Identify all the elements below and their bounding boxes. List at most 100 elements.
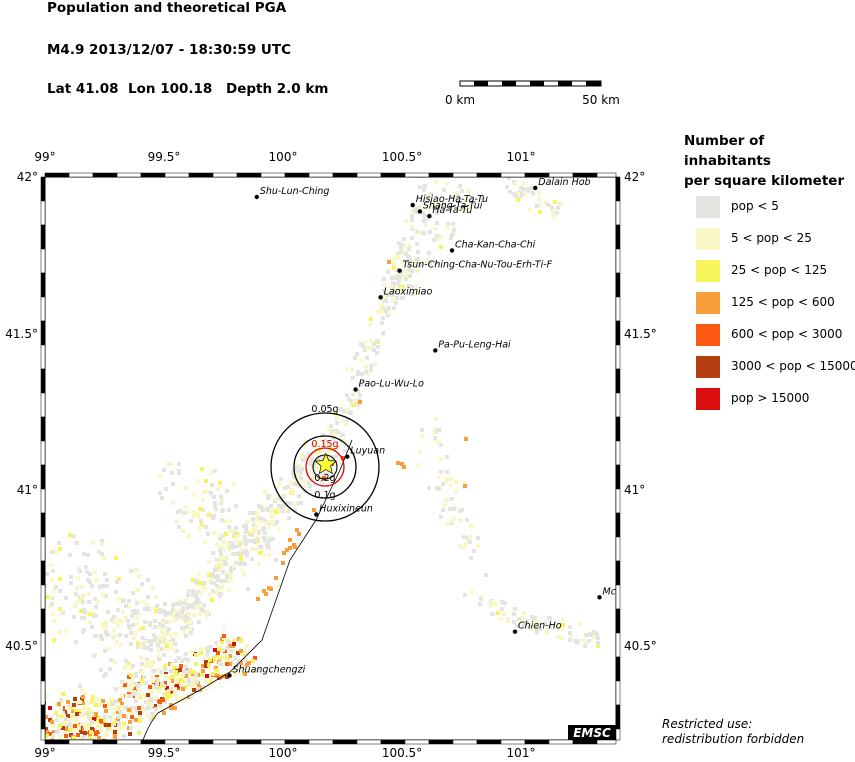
city-label: Chien-Ho xyxy=(518,621,562,632)
population-cell xyxy=(582,638,586,642)
population-cell xyxy=(163,681,167,685)
legend-label: 125 < pop < 600 xyxy=(731,295,835,309)
population-cell xyxy=(45,730,49,734)
population-cell xyxy=(161,632,165,636)
population-cell xyxy=(484,573,488,577)
population-cell xyxy=(503,601,507,605)
population-cell xyxy=(369,368,373,372)
population-cell xyxy=(350,368,354,372)
population-cell xyxy=(425,214,429,218)
population-cell xyxy=(445,477,449,481)
population-cell xyxy=(111,752,115,756)
population-cell xyxy=(522,187,526,191)
population-cell xyxy=(297,494,301,498)
population-cell xyxy=(147,607,151,611)
population-cell xyxy=(108,715,112,719)
population-cell xyxy=(227,548,231,552)
population-cell xyxy=(195,579,199,583)
population-cell xyxy=(70,748,74,752)
population-cell xyxy=(117,723,121,727)
population-cell xyxy=(201,586,205,590)
population-cell xyxy=(178,668,182,672)
population-cell xyxy=(397,273,401,277)
population-cell xyxy=(364,365,368,369)
population-cell xyxy=(169,641,173,645)
population-cell xyxy=(255,517,259,521)
population-cell xyxy=(119,620,123,624)
population-cell xyxy=(351,403,355,407)
population-cell xyxy=(246,587,250,591)
population-cell xyxy=(341,456,345,460)
population-cell xyxy=(458,509,462,513)
population-cell xyxy=(186,658,190,662)
population-cell xyxy=(175,649,179,653)
population-cell xyxy=(82,552,86,556)
population-cell xyxy=(124,616,128,620)
population-cell xyxy=(92,611,96,615)
population-cell xyxy=(267,553,271,557)
population-cell xyxy=(149,717,153,721)
population-cell xyxy=(327,443,331,447)
population-cell xyxy=(266,507,270,511)
population-cell xyxy=(392,306,396,310)
population-cell xyxy=(339,407,343,411)
population-cell xyxy=(143,607,147,611)
population-cell xyxy=(404,219,408,223)
population-cell xyxy=(258,545,262,549)
population-cell xyxy=(397,251,401,255)
population-cell xyxy=(307,481,311,485)
population-cell xyxy=(326,451,330,455)
population-cell xyxy=(275,520,279,524)
population-cell xyxy=(35,591,39,595)
population-cell xyxy=(158,474,162,478)
population-cell xyxy=(136,645,140,649)
population-cell xyxy=(142,646,146,650)
population-cell xyxy=(152,606,156,610)
population-cell xyxy=(124,706,128,710)
population-cell xyxy=(69,746,73,750)
map-title: Population and theoretical PGA xyxy=(47,0,287,16)
population-cell xyxy=(106,701,110,705)
population-cell xyxy=(170,647,174,651)
population-cell xyxy=(244,644,248,648)
population-cell xyxy=(123,683,127,687)
population-cell xyxy=(239,639,243,643)
population-cell xyxy=(206,646,210,650)
population-cell xyxy=(287,516,291,520)
population-cell xyxy=(77,726,81,730)
population-cell xyxy=(172,618,176,622)
population-cell xyxy=(408,274,412,278)
population-cell xyxy=(192,510,196,514)
population-cell xyxy=(175,613,179,617)
population-cell xyxy=(215,558,219,562)
population-cell xyxy=(481,196,485,200)
population-cell xyxy=(197,604,201,608)
population-cell xyxy=(416,291,420,295)
population-cell xyxy=(213,648,217,652)
population-cell xyxy=(73,724,77,728)
population-cell xyxy=(11,527,15,531)
population-cell xyxy=(312,508,316,512)
city-marker xyxy=(378,295,383,300)
population-cell xyxy=(34,580,38,584)
population-cell xyxy=(197,572,201,576)
population-cell xyxy=(446,522,450,526)
population-cell xyxy=(94,578,98,582)
population-cell xyxy=(413,207,417,211)
population-cell xyxy=(596,641,600,645)
population-cell xyxy=(187,678,191,682)
population-cell xyxy=(119,726,123,730)
population-cell xyxy=(159,670,163,674)
population-cell xyxy=(52,619,56,623)
population-cell xyxy=(64,752,68,756)
population-cell xyxy=(307,469,311,473)
population-cell xyxy=(584,633,588,637)
population-cell xyxy=(284,507,288,511)
population-cell xyxy=(94,703,98,707)
population-cell xyxy=(81,600,85,604)
x-tick-bottom-label: 99.5° xyxy=(148,746,181,760)
population-cell xyxy=(177,471,181,475)
population-cell xyxy=(158,700,162,704)
population-cell xyxy=(229,573,233,577)
population-cell xyxy=(72,615,76,619)
